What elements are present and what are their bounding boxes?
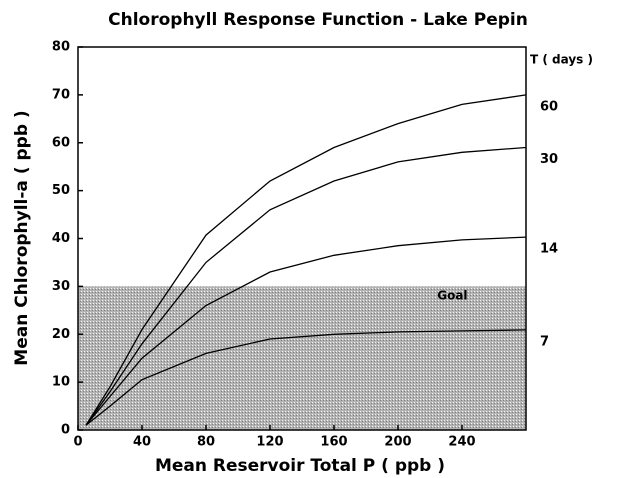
x-tick-label: 240 (448, 435, 475, 450)
series-line (85, 236, 527, 426)
y-tick-label: 10 (52, 375, 70, 390)
x-tick-label: 80 (197, 435, 215, 450)
x-axis-label: Mean Reservoir Total P ( ppb ) (155, 456, 445, 476)
y-tick-label: 20 (52, 327, 70, 342)
series-line (85, 94, 527, 426)
legend-title: T ( days ) (530, 53, 593, 67)
goal-band (78, 286, 526, 430)
y-tick-label: 80 (52, 40, 70, 55)
x-tick-label: 40 (133, 435, 151, 450)
series-label: 14 (540, 242, 558, 257)
x-tick-label: 200 (384, 435, 411, 450)
y-tick-label: 70 (52, 87, 70, 102)
x-tick-label: 120 (256, 435, 283, 450)
x-tick-label: 0 (73, 435, 82, 450)
series-label: 7 (540, 334, 549, 349)
series-line (85, 329, 527, 426)
y-tick-label: 50 (52, 183, 70, 198)
y-axis-label: Mean Chlorophyll-a ( ppb ) (12, 110, 32, 365)
chart-title: Chlorophyll Response Function - Lake Pep… (108, 10, 528, 30)
annotation: Goal (437, 288, 467, 302)
y-tick-label: 60 (52, 135, 70, 150)
series-label: 60 (540, 99, 558, 114)
x-tick-label: 160 (320, 435, 347, 450)
y-tick-label: 30 (52, 279, 70, 294)
y-tick-label: 0 (61, 423, 70, 438)
series-label: 30 (540, 152, 558, 167)
y-tick-label: 40 (52, 231, 70, 246)
series-line (85, 146, 527, 426)
